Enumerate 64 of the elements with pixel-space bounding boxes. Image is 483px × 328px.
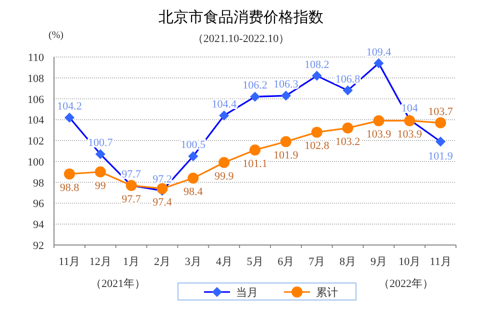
data-label: 104.4 xyxy=(212,98,237,110)
y-tick-label: 106 xyxy=(28,94,44,106)
title: 北京市食品消费价格指数 xyxy=(158,10,324,26)
x-tick-label: 3月 xyxy=(184,256,202,268)
data-label: 97.7 xyxy=(122,168,142,180)
point xyxy=(64,168,75,180)
data-label: 106.2 xyxy=(242,80,268,92)
annotation: （2021年） xyxy=(90,278,146,290)
y-tick-label: 92 xyxy=(33,240,44,252)
point xyxy=(156,183,168,194)
data-label: 101.1 xyxy=(242,158,268,170)
data-label: 97.2 xyxy=(152,174,172,186)
y-tick-label: 108 xyxy=(28,72,44,85)
x-tick-label: 9月 xyxy=(370,256,387,268)
x-tick-label: 11月 xyxy=(58,256,80,268)
point xyxy=(311,126,322,138)
point xyxy=(373,115,384,126)
x-tick-label: 12月 xyxy=(89,256,112,268)
data-label: 106.3 xyxy=(274,78,299,91)
x-tick-label: 2月 xyxy=(154,256,170,268)
legend-label: 累计 xyxy=(316,286,338,299)
x-tick-label: 11月 xyxy=(430,256,452,268)
y-tick-label: 100 xyxy=(28,156,44,168)
y-tick-label: 98 xyxy=(33,177,44,190)
data-label: 102.8 xyxy=(304,140,330,152)
y-tick-label: 96 xyxy=(33,198,44,210)
data-label: 99.9 xyxy=(214,170,234,182)
y-tick-label: 104 xyxy=(28,114,44,127)
ylabel: (%) xyxy=(48,30,64,41)
point xyxy=(280,136,292,148)
y-tick-label: 102 xyxy=(28,136,44,148)
point xyxy=(342,122,354,134)
data-label: 106.8 xyxy=(335,73,361,86)
data-label: 103.9 xyxy=(366,128,392,141)
data-label: 103.9 xyxy=(397,128,422,141)
data-label: 99 xyxy=(94,180,106,192)
x-tick-label: 7月 xyxy=(308,256,326,268)
x-tick-label: 6月 xyxy=(278,256,294,268)
point xyxy=(435,117,446,128)
data-label: 104.2 xyxy=(57,100,82,113)
data-label: 109.4 xyxy=(366,46,392,58)
x-tick-label: 8月 xyxy=(340,256,356,268)
point xyxy=(218,156,230,168)
x-tick-label: 5月 xyxy=(246,256,264,268)
annotation: （2022年） xyxy=(378,278,434,290)
data-label: 97.4 xyxy=(152,196,172,209)
data-label: 108.2 xyxy=(304,58,330,71)
x-tick-label: 1月 xyxy=(123,256,140,268)
legend-label: 当月 xyxy=(236,287,258,299)
point xyxy=(188,172,199,184)
y-tick-label: 110 xyxy=(28,52,44,64)
x-tick-label: 10月 xyxy=(398,256,421,268)
data-label: 101.9 xyxy=(428,150,454,163)
data-label: 103.2 xyxy=(335,136,360,148)
data-label: 98.4 xyxy=(184,186,204,198)
point xyxy=(94,166,106,178)
data-label: 98.8 xyxy=(60,182,80,194)
point xyxy=(250,144,260,156)
y-tick-label: 94 xyxy=(33,219,44,232)
subtitle: （2021.10-2022.10） xyxy=(192,33,290,45)
x-tick-label: 4月 xyxy=(216,256,232,268)
data-label: 101.9 xyxy=(274,150,299,162)
data-label: 103.7 xyxy=(428,106,454,118)
data-label: 97.7 xyxy=(122,193,142,206)
